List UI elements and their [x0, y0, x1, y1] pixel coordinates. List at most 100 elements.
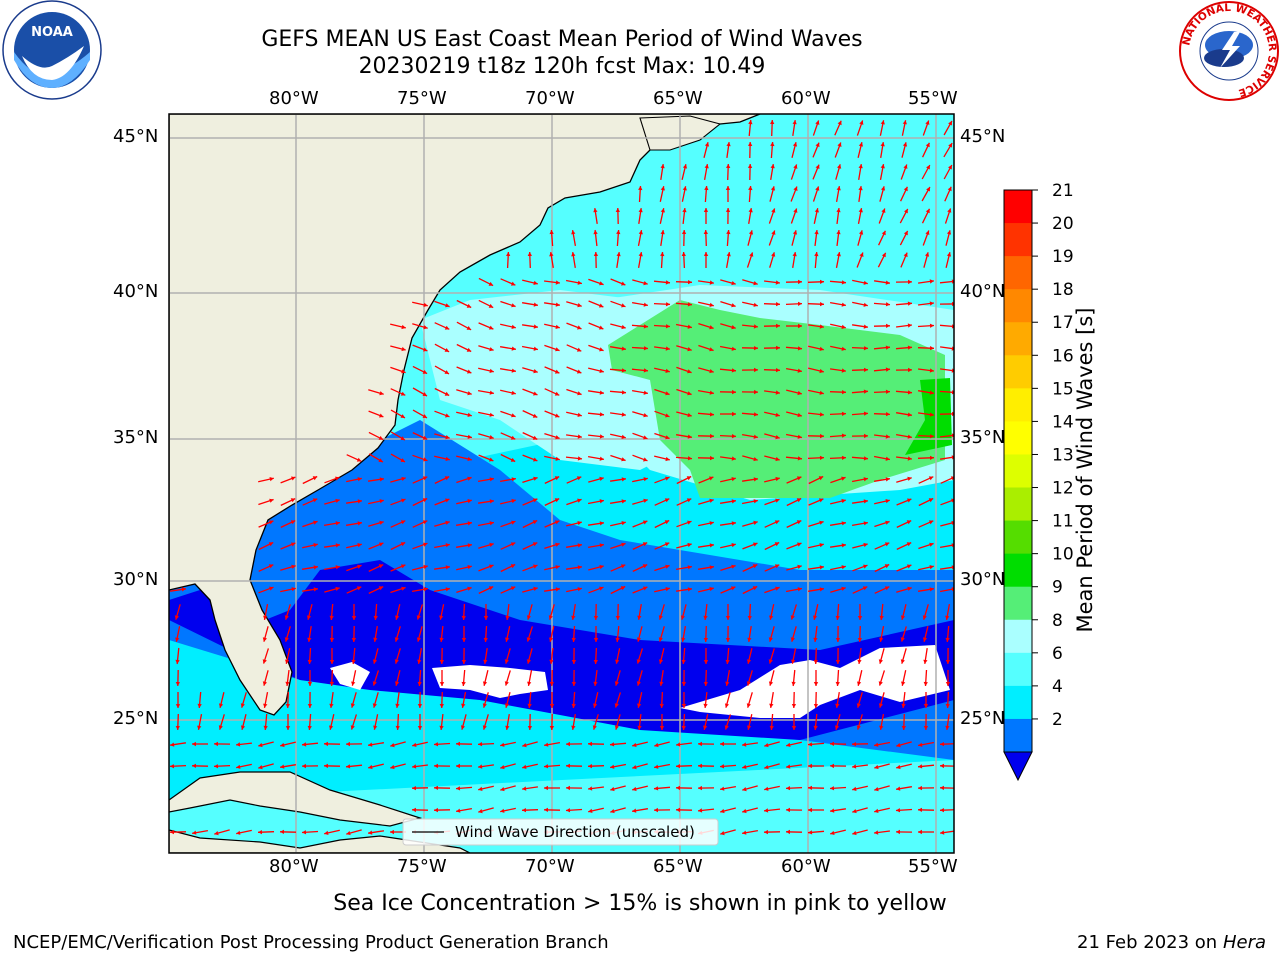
wind-wave-arrow-head — [681, 682, 687, 686]
wind-wave-arrow-head — [214, 764, 219, 769]
wind-wave-arrow-head — [439, 615, 444, 620]
wind-wave-arrow-head — [373, 725, 378, 730]
wind-wave-arrow-head — [703, 208, 709, 212]
wind-wave-arrow-head — [731, 325, 736, 330]
wind-wave-arrow-head — [813, 704, 819, 708]
wind-wave-arrow-head — [687, 302, 692, 307]
wind-wave-arrow-head — [307, 682, 313, 686]
footer-date: 21 Feb 2023 on Hera — [1077, 932, 1266, 953]
wind-wave-arrow-head — [945, 615, 950, 620]
wind-wave-arrow-head — [903, 164, 908, 169]
wind-wave-arrow-head — [395, 725, 400, 730]
wind-wave-arrow-head — [665, 587, 670, 592]
wind-wave-arrow-head — [948, 143, 953, 148]
wind-wave-arrow-head — [510, 281, 516, 286]
wind-wave-arrow-head — [929, 434, 934, 439]
colorbar-tick-label: 21 — [1052, 181, 1074, 201]
wind-wave-arrow-head — [400, 436, 405, 441]
wind-wave-arrow-head — [896, 829, 900, 835]
wind-wave-arrow-head — [555, 565, 560, 570]
wind-wave-arrow-head — [948, 121, 952, 126]
wind-wave-arrow-head — [687, 565, 692, 570]
wind-wave-arrow-head — [401, 586, 406, 591]
wind-wave-arrow-head — [686, 476, 692, 481]
wind-wave-arrow-head — [842, 390, 846, 395]
wind-wave-arrow-head — [753, 457, 758, 462]
wind-wave-arrow-head — [263, 615, 268, 620]
wind-wave-arrow-head — [665, 346, 670, 351]
colorbar-tick-label: 16 — [1052, 346, 1074, 366]
wind-wave-arrow-head — [730, 586, 736, 591]
wind-wave-arrow-head — [863, 389, 868, 394]
wind-wave-arrow-head — [928, 476, 934, 481]
period-band-9-10 — [608, 300, 945, 498]
wind-wave-arrow-head — [416, 637, 421, 642]
wind-wave-arrow-head — [747, 725, 752, 730]
wind-wave-arrow-head — [747, 637, 752, 642]
wind-wave-arrow-head — [390, 743, 395, 748]
wind-wave-arrow-head — [940, 785, 944, 791]
wind-wave-arrow-head — [510, 542, 516, 547]
wind-wave-arrow-head — [400, 391, 406, 396]
wind-wave-arrow-head — [444, 476, 450, 481]
wind-wave-arrow-head — [907, 498, 912, 503]
colorbar-segment — [1004, 421, 1032, 455]
wind-wave-arrow-head — [554, 476, 560, 481]
lat-label-left-2: 35°N — [113, 427, 159, 448]
wind-wave-arrow-head — [926, 187, 930, 192]
wind-wave-arrow-head — [687, 391, 692, 396]
wind-wave-arrow-head — [373, 637, 378, 642]
wind-wave-arrow-head — [841, 586, 846, 591]
colorbar-segment — [1004, 718, 1032, 753]
wind-wave-arrow-head — [749, 252, 754, 257]
wind-wave-arrow-head — [906, 542, 912, 547]
wind-wave-arrow-head — [483, 659, 488, 664]
land-cuba — [169, 771, 423, 827]
wind-wave-arrow-head — [599, 390, 604, 395]
wind-wave-arrow-head — [175, 682, 180, 686]
wind-wave-arrow-head — [379, 413, 384, 418]
wind-wave-arrow-head — [797, 542, 802, 547]
wind-wave-arrow-head — [748, 208, 753, 213]
wind-wave-arrow-head — [599, 564, 604, 570]
wind-wave-arrow-head — [637, 725, 642, 730]
lat-label-right-4: 25°N — [960, 708, 1006, 729]
wind-wave-arrow-head — [731, 564, 736, 569]
wind-wave-arrow-head — [793, 208, 798, 213]
wind-wave-arrow-head — [636, 659, 641, 664]
wind-wave-arrow-head — [302, 742, 307, 747]
wind-wave-arrow-head — [621, 368, 626, 373]
wind-wave-arrow-head — [571, 230, 576, 235]
wind-wave-arrow-head — [808, 785, 812, 790]
wind-wave-arrow-head — [192, 741, 196, 747]
wind-wave-arrow-head — [445, 520, 450, 525]
wind-wave-arrow-head — [548, 615, 553, 620]
wind-wave-arrow-head — [423, 325, 428, 330]
wind-wave-arrow-head — [555, 587, 560, 592]
wind-wave-arrow-head — [379, 520, 384, 525]
wind-wave-arrow-head — [874, 764, 879, 770]
wind-wave-arrow-head — [720, 808, 725, 814]
wind-wave-arrow-head — [946, 252, 952, 257]
wind-wave-arrow-head — [510, 564, 516, 569]
wind-wave-arrow-head — [620, 564, 626, 569]
lat-label-right-0: 45°N — [960, 126, 1006, 147]
wind-wave-arrow-head — [852, 786, 857, 791]
wind-wave-arrow-head — [764, 786, 769, 791]
wind-wave-arrow-head — [940, 808, 944, 813]
wind-wave-arrow-head — [863, 280, 868, 285]
wind-wave-arrow-head — [698, 741, 702, 747]
wind-wave-arrow-head — [621, 477, 626, 482]
wind-wave-arrow-head — [859, 230, 864, 235]
wind-wave-arrow-head — [815, 164, 820, 169]
wind-wave-arrow-head — [390, 829, 394, 835]
wind-wave-arrow-head — [335, 543, 340, 548]
wind-wave-arrow-head — [726, 164, 731, 168]
wind-wave-arrow-head — [280, 764, 285, 769]
wind-wave-arrow-head — [687, 412, 692, 418]
wind-wave-arrow-head — [526, 637, 531, 642]
wind-wave-arrow-head — [526, 615, 531, 620]
wind-wave-arrow-head — [881, 208, 886, 213]
wind-wave-arrow-head — [488, 325, 494, 330]
